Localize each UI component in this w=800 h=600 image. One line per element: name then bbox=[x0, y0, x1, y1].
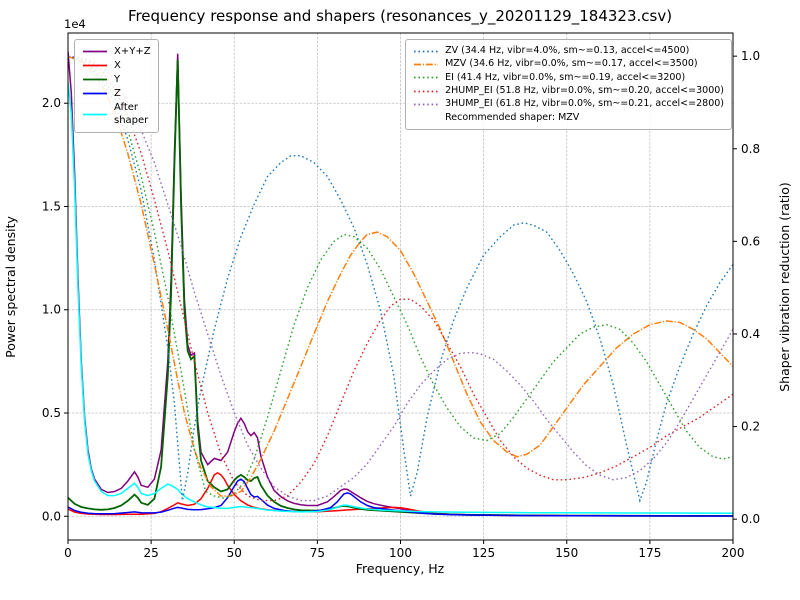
series-MZV bbox=[68, 55, 733, 497]
y-right-tick-label: 0.2 bbox=[741, 420, 760, 434]
legend-label: ZV (34.4 Hz, vibr=4.0%, sm~=0.13, accel<… bbox=[445, 45, 690, 56]
chart-title: Frequency response and shapers (resonanc… bbox=[128, 7, 672, 26]
y-axis-label-right: Shaper vibration reduction (ratio) bbox=[777, 182, 792, 392]
legend-label: 2HUMP_EI (51.8 Hz, vibr=0.0%, sm~=0.20, … bbox=[445, 85, 724, 97]
legend-entry-ZV: ZV (34.4 Hz, vibr=4.0%, sm~=0.13, accel<… bbox=[413, 45, 724, 57]
legend-shapers: ZV (34.4 Hz, vibr=4.0%, sm~=0.13, accel<… bbox=[405, 39, 732, 131]
legend-entry-Z: Z bbox=[82, 87, 151, 100]
legend-label: X+Y+Z bbox=[114, 46, 151, 57]
series-EI bbox=[68, 55, 733, 500]
x-tick-label: 150 bbox=[555, 546, 578, 560]
x-tick-label: 175 bbox=[638, 546, 661, 560]
recommended-shaper-text: Recommended shaper: MZV bbox=[445, 111, 580, 123]
y-right-tick-label: 0.4 bbox=[741, 327, 760, 341]
y-left-tick-label: 0.0 bbox=[42, 509, 61, 523]
legend-label: Y bbox=[114, 74, 121, 85]
legend-line-swatch bbox=[83, 64, 107, 67]
legend-line-swatch bbox=[414, 103, 439, 106]
legend-line-swatch bbox=[414, 50, 439, 53]
y-left-tick-label: 0.5 bbox=[42, 406, 61, 420]
legend-label: Z bbox=[114, 88, 121, 99]
x-tick-label: 125 bbox=[472, 546, 495, 560]
legend-label: X bbox=[114, 60, 121, 71]
legend-label: 3HUMP_EI (61.8 Hz, vibr=0.0%, sm~=0.21, … bbox=[445, 98, 724, 110]
axis-ticks: 0 25 50 75 100 125 150 175 200 0.0 0.5 1.0 1.5 2.0 0.0… bbox=[42, 49, 760, 560]
legend-label: After shaper bbox=[114, 102, 149, 126]
legend-line-swatch bbox=[83, 50, 107, 53]
legend-line-swatch bbox=[414, 90, 439, 93]
legend-line-swatch bbox=[83, 92, 107, 95]
legend-entry-Y: Y bbox=[82, 73, 151, 86]
legend-entry-After-shaper: After shaper bbox=[82, 101, 151, 127]
x-tick-label: 75 bbox=[310, 546, 325, 560]
y-right-tick-label: 0.0 bbox=[741, 512, 760, 526]
y-axis-offset-label: 1e4 bbox=[64, 17, 86, 31]
legend-entry-2HUMP_EI: 2HUMP_EI (51.8 Hz, vibr=0.0%, sm~=0.20, … bbox=[413, 85, 724, 97]
y-left-tick-label: 1.5 bbox=[42, 199, 61, 213]
y-left-tick-label: 2.0 bbox=[42, 96, 61, 110]
y-axis-label-left: Power spectral density bbox=[3, 216, 18, 358]
x-axis-label: Frequency, Hz bbox=[356, 561, 445, 576]
y-right-tick-label: 0.6 bbox=[741, 234, 760, 248]
series-After-shaper bbox=[68, 82, 733, 514]
legend-line-swatch bbox=[414, 76, 439, 79]
legend-entry-3HUMP_EI: 3HUMP_EI (61.8 Hz, vibr=0.0%, sm~=0.21, … bbox=[413, 98, 724, 110]
x-tick-label: 0 bbox=[64, 546, 72, 560]
y-left-tick-label: 1.0 bbox=[42, 303, 61, 317]
y-right-tick-label: 1.0 bbox=[741, 49, 760, 63]
legend-entry-X+Y+Z: X+Y+Z bbox=[82, 45, 151, 58]
x-tick-label: 25 bbox=[143, 546, 158, 560]
legend-label: EI (41.4 Hz, vibr=0.0%, sm~=0.19, accel<… bbox=[445, 71, 686, 83]
series-2HUMP_EI bbox=[68, 55, 733, 502]
legend-entry-EI: EI (41.4 Hz, vibr=0.0%, sm~=0.19, accel<… bbox=[413, 72, 724, 84]
series-3HUMP_EI bbox=[68, 55, 733, 502]
x-tick-label: 200 bbox=[722, 546, 745, 560]
y-right-tick-label: 0.8 bbox=[741, 142, 760, 156]
legend-label: MZV (34.6 Hz, vibr=0.0%, sm~=0.17, accel… bbox=[445, 58, 698, 70]
series-ZV bbox=[68, 55, 733, 504]
legend-entry-MZV: MZV (34.6 Hz, vibr=0.0%, sm~=0.17, accel… bbox=[413, 58, 724, 70]
legend-line-swatch bbox=[83, 78, 107, 81]
series-Z bbox=[68, 478, 733, 517]
x-tick-label: 100 bbox=[389, 546, 412, 560]
legend-line-swatch bbox=[414, 63, 439, 66]
series-lines bbox=[68, 51, 733, 517]
x-tick-label: 50 bbox=[227, 546, 242, 560]
legend-entry-X: X bbox=[82, 59, 151, 72]
legend-psd: X+Y+Z X Y Z After shaper bbox=[74, 39, 159, 133]
recommended-shaper-note: Recommended shaper: MZV bbox=[445, 112, 724, 124]
legend-line-swatch bbox=[83, 113, 107, 115]
